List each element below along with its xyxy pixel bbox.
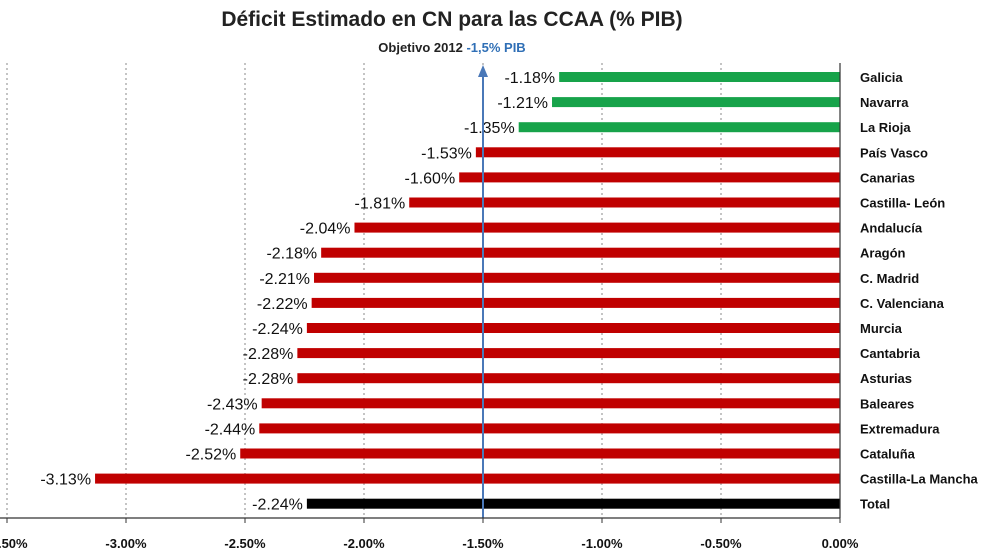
value-label: -1.81%	[355, 196, 406, 213]
category-label: Castilla-La Mancha	[860, 472, 979, 487]
bar	[306, 498, 840, 509]
bar	[306, 323, 840, 333]
bars	[95, 72, 841, 509]
value-label: -1.21%	[497, 95, 548, 112]
x-tick-label: -0.50%	[700, 536, 742, 551]
category-label: C. Madrid	[860, 271, 919, 286]
category-label: Asturias	[860, 371, 912, 386]
value-label: -2.04%	[300, 221, 351, 238]
value-label: -2.28%	[243, 371, 294, 388]
x-axis: -3.50% -3.00% -2.50% -2.00% -1.50% -1.00% -0.5…	[0, 63, 859, 551]
category-label: Navarra	[860, 95, 909, 110]
x-tick-label: -3.00%	[105, 536, 147, 551]
x-tick-label: -1.00%	[581, 536, 623, 551]
category-label: Baleares	[860, 396, 914, 411]
value-label: -2.21%	[259, 271, 310, 288]
category-label: Andalucía	[860, 221, 923, 236]
x-tick-label: -2.50%	[224, 536, 266, 551]
category-label: Total	[860, 497, 890, 512]
x-tick-label: -1.50%	[462, 536, 504, 551]
value-label: -2.18%	[266, 246, 317, 263]
value-label: -3.13%	[40, 472, 91, 489]
target-marker	[478, 65, 488, 518]
bar	[354, 222, 840, 233]
category-label: Extremadura	[860, 421, 940, 436]
value-label: -1.53%	[421, 145, 472, 162]
value-label: -1.18%	[504, 70, 555, 87]
target-label: -1,5% PIB	[466, 40, 526, 55]
bar	[321, 247, 840, 258]
x-tick-label: -3.50%	[0, 536, 28, 551]
chart-title: Déficit Estimado en CN para las CCAA (% …	[221, 8, 683, 31]
value-label: -2.44%	[205, 421, 256, 438]
bar	[552, 97, 840, 108]
category-label: Cataluña	[860, 447, 916, 462]
category-label: Aragón	[860, 246, 906, 261]
value-label: -2.24%	[252, 497, 303, 514]
value-labels: -1.18% -1.21% -1.35% -1.53% -1.60% -1.81%-2.0…	[40, 70, 555, 514]
value-label: -1.60%	[404, 170, 455, 187]
value-label: -2.24%	[252, 321, 303, 338]
chart-subtitle: Objetivo 2012 -1,5% PIB	[0, 40, 904, 55]
value-label: -2.43%	[207, 396, 258, 413]
bar	[261, 398, 840, 409]
category-label: C. Valenciana	[860, 296, 945, 311]
bar	[259, 423, 840, 434]
category-label: Cantabria	[860, 346, 921, 361]
value-label: -2.28%	[243, 346, 294, 363]
bar	[311, 297, 840, 308]
category-label: Galicia	[860, 70, 903, 85]
value-label: -2.52%	[186, 447, 237, 464]
bar	[409, 197, 840, 208]
value-label: -1.35%	[464, 120, 515, 137]
category-label: La Rioja	[860, 120, 911, 135]
bar	[475, 147, 840, 158]
bar	[297, 348, 840, 359]
x-tick-label: -2.00%	[343, 536, 385, 551]
category-label: País Vasco	[860, 145, 928, 160]
category-label: Castilla- León	[860, 196, 945, 211]
bar	[314, 272, 840, 283]
bar	[95, 473, 840, 484]
target-arrow	[478, 65, 488, 77]
category-label: Canarias	[860, 170, 915, 185]
bar	[240, 448, 841, 459]
bar	[518, 122, 840, 133]
bar	[559, 72, 840, 82]
bar	[459, 172, 840, 183]
subtitle-text: Objetivo 2012	[378, 40, 463, 55]
category-labels: Galicia Navarra La Rioja País Vasco Canarias…	[860, 70, 979, 512]
bar	[297, 373, 840, 384]
category-label: Murcia	[860, 321, 903, 336]
x-tick-label: 0.00%	[822, 536, 859, 551]
value-label: -2.22%	[257, 296, 308, 313]
